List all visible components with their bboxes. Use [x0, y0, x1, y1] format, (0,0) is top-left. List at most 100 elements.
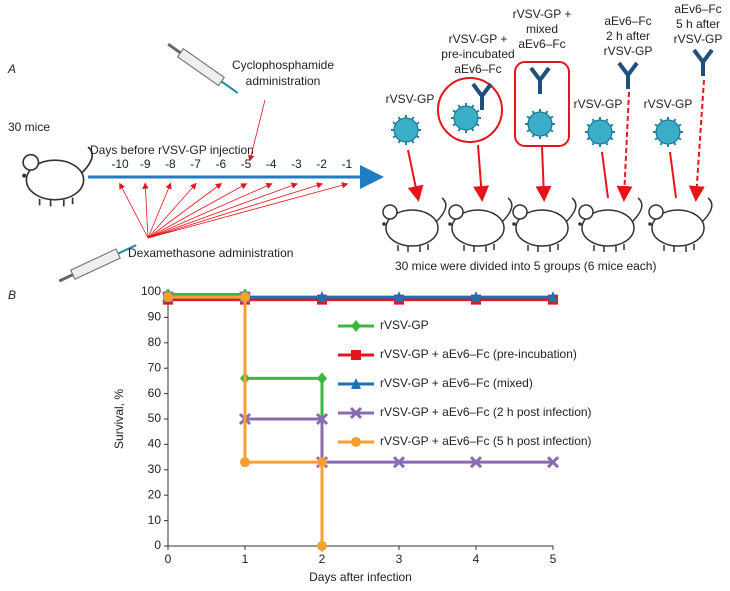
arrow — [407, 149, 424, 202]
syringe-needle — [117, 244, 137, 255]
mouse-eye — [382, 222, 386, 226]
data-marker — [317, 457, 327, 468]
day-label: -8 — [165, 157, 176, 171]
data-marker — [392, 456, 406, 469]
mouse-tail — [565, 197, 577, 223]
x-axis-label: Days after infection — [309, 570, 412, 584]
day-label: -1 — [341, 157, 352, 171]
mouse-body — [25, 159, 85, 201]
mouse-feet — [663, 244, 695, 252]
virus-icon — [525, 109, 555, 139]
data-marker — [469, 456, 483, 469]
mouse-eye — [648, 222, 652, 226]
syringe-barrel — [70, 248, 121, 280]
group-virus-label: rVSV-GP — [574, 97, 623, 111]
day-label: -2 — [316, 157, 327, 171]
mouse-feet — [463, 244, 495, 252]
dexamethasone-arrow — [147, 182, 324, 239]
virus-core — [527, 111, 553, 137]
x-tick-label: 3 — [396, 552, 403, 566]
mouse-icon — [648, 197, 713, 252]
legend-marker — [349, 406, 363, 420]
mouse-icon — [22, 146, 94, 207]
legend-marker — [351, 378, 361, 389]
legend-marker — [351, 320, 361, 332]
mouse-icon — [448, 197, 513, 252]
x-tick-label: 5 — [550, 552, 557, 566]
dexamethasone-arrow — [147, 183, 223, 239]
antibody-icon — [529, 66, 551, 94]
arrow — [473, 144, 490, 202]
day-label: -5 — [241, 157, 252, 171]
syringe-needle — [220, 80, 239, 94]
mouse-tail — [435, 197, 447, 223]
mouse-feet — [593, 244, 625, 252]
data-marker — [163, 292, 173, 303]
virus-icon — [653, 117, 683, 147]
virus-icon — [451, 103, 481, 133]
panel-label: A — [7, 62, 16, 76]
data-marker — [315, 412, 329, 426]
arrow — [601, 151, 609, 199]
y-tick-label: 80 — [148, 335, 162, 349]
dexamethasone-arrow — [147, 182, 349, 239]
legend-marker — [351, 437, 361, 447]
mouse-ear — [22, 153, 40, 171]
y-tick-label: 70 — [148, 360, 162, 374]
dexamethasone-arrow — [119, 182, 149, 239]
antibody-icon — [692, 48, 714, 76]
mice-count: 30 mice — [8, 120, 50, 134]
arrow — [616, 91, 633, 202]
x-tick-label: 0 — [165, 552, 172, 566]
virus-core — [655, 119, 681, 145]
mouse-tail — [701, 197, 713, 223]
data-marker — [240, 457, 250, 468]
group-circle — [437, 77, 503, 143]
data-marker — [471, 291, 481, 303]
mouse-eye — [448, 222, 452, 226]
data-marker — [394, 291, 404, 303]
arrow — [535, 145, 552, 202]
mouse-icon — [578, 197, 643, 252]
panel-label: B — [8, 288, 16, 302]
legend-label: rVSV-GP — [380, 318, 429, 332]
y-tick-label: 10 — [148, 513, 162, 527]
dexamethasone-label: Dexamethasone administration — [128, 246, 293, 260]
cyclophosphamide-arrow — [248, 99, 266, 162]
mouse-eye — [512, 222, 516, 226]
y-tick-label: 50 — [148, 411, 162, 425]
day-label: -6 — [215, 157, 226, 171]
y-tick-label: 90 — [148, 310, 162, 324]
dexamethasone-arrow — [142, 182, 149, 239]
y-tick-label: 60 — [148, 386, 162, 400]
legend-marker — [351, 350, 361, 360]
syringe-plunger — [58, 273, 74, 283]
group-label: rVSV-GP + — [449, 32, 508, 46]
mouse-ear — [512, 204, 528, 220]
virus-core — [453, 105, 479, 131]
y-tick-label: 0 — [154, 538, 161, 552]
mouse-eye — [22, 173, 27, 178]
cyclophosphamide-label: administration — [246, 74, 321, 88]
mouse-body — [651, 209, 705, 247]
mouse-ear — [382, 204, 398, 220]
group-label: pre-incubated — [441, 47, 514, 61]
virus-core — [393, 117, 419, 143]
antibody-icon — [617, 61, 639, 89]
data-marker — [546, 456, 560, 469]
mouse-icon — [382, 197, 447, 252]
legend-label: rVSV-GP + aEv6–Fc (pre-incubation) — [380, 347, 577, 361]
mouse-tail — [80, 146, 94, 174]
mouse-body — [451, 209, 505, 247]
group-label: mixed — [526, 22, 558, 36]
data-marker — [548, 291, 558, 303]
data-marker — [317, 291, 327, 303]
syringe-barrel — [176, 48, 225, 87]
x-tick-label: 2 — [319, 552, 326, 566]
group-label: aEv6–Fc — [518, 37, 565, 51]
timeline-title: Days before rVSV-GP injection — [90, 143, 254, 157]
dexamethasone-arrow — [147, 182, 273, 239]
y-tick-label: 20 — [148, 487, 162, 501]
mouse-ear — [448, 204, 464, 220]
